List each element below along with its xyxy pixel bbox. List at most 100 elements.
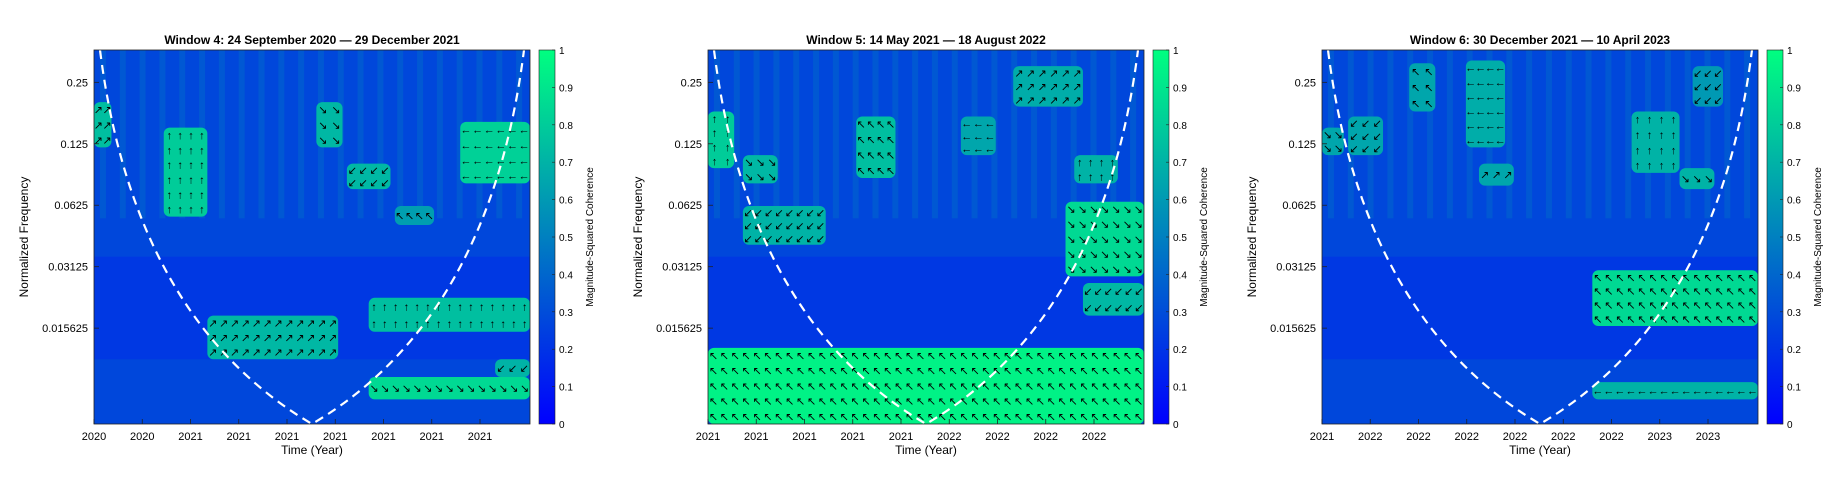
phase-arrow: ← <box>461 155 472 167</box>
x-tick-label: 2021 <box>420 431 444 443</box>
colorbar-label: Magnitude-Squared Coherence <box>1813 167 1824 307</box>
phase-arrow: ↖ <box>1424 66 1433 78</box>
phase-arrow: ↖ <box>774 411 783 423</box>
phase-arrow: ↖ <box>774 351 783 363</box>
phase-arrow: ↙ <box>1361 144 1370 156</box>
phase-arrow: ↖ <box>1682 314 1691 326</box>
phase-arrow: ↖ <box>405 210 414 222</box>
phase-arrow: ↗ <box>263 332 272 344</box>
phase-arrow: ← <box>1475 63 1486 75</box>
phase-arrow: ↘ <box>1100 264 1109 276</box>
phase-arrow: ↑ <box>199 160 205 172</box>
phase-arrow: ↖ <box>1101 396 1110 408</box>
phase-arrow: ↑ <box>393 301 399 313</box>
colorbar-tick-label: 0.1 <box>559 383 573 394</box>
phase-arrow: ↖ <box>709 351 718 363</box>
phase-arrow: ↖ <box>872 366 881 378</box>
phase-arrow: ↙ <box>743 207 752 219</box>
phase-arrow: ↖ <box>1637 272 1646 284</box>
high-coherence-region <box>856 116 896 178</box>
phase-arrow: ↖ <box>1626 300 1635 312</box>
phase-arrow: ↖ <box>851 351 860 363</box>
phase-arrow: ↖ <box>1014 396 1023 408</box>
y-axis-label: Normalized Frequency <box>1245 177 1259 298</box>
phase-arrow: ↙ <box>359 165 368 177</box>
phase-arrow: ↘ <box>369 383 378 395</box>
phase-arrow: ↖ <box>752 351 761 363</box>
phase-arrow: ↑ <box>1635 114 1641 126</box>
phase-arrow: ↖ <box>1014 351 1023 363</box>
phase-arrow: ↙ <box>806 233 815 245</box>
coherence-streak <box>417 50 424 219</box>
phase-arrow: ← <box>1475 92 1486 104</box>
phase-arrow: ↖ <box>720 366 729 378</box>
phase-arrow: ↗ <box>94 105 103 117</box>
phase-arrow: ← <box>973 144 984 156</box>
phase-arrow: ↗ <box>317 332 326 344</box>
phase-arrow: ↖ <box>807 366 816 378</box>
y-tick-label: 0.125 <box>1288 139 1316 151</box>
coherence-streak <box>1724 50 1731 219</box>
phase-arrow: ↖ <box>752 366 761 378</box>
phase-arrow: ↖ <box>861 381 870 393</box>
phase-arrow: ↑ <box>1647 160 1653 172</box>
phase-arrow: ↖ <box>807 351 816 363</box>
phase-arrow: ← <box>1495 92 1506 104</box>
phase-arrow: ↗ <box>1073 68 1082 80</box>
phase-arrow: ↘ <box>1134 204 1143 216</box>
phase-arrow: ↗ <box>1014 95 1023 107</box>
phase-arrow: ↖ <box>1069 396 1078 408</box>
chart-title: Window 4: 24 September 2020 — 29 Decembe… <box>164 33 460 47</box>
phase-arrow: ↖ <box>1615 314 1624 326</box>
phase-arrow: ↗ <box>1014 68 1023 80</box>
phase-arrow: ↖ <box>992 396 1001 408</box>
coherence-streak <box>852 50 859 219</box>
phase-arrow: ↖ <box>960 351 969 363</box>
phase-arrow: ↖ <box>916 411 925 423</box>
phase-arrow: ↖ <box>1025 381 1034 393</box>
phase-arrow: ↘ <box>1111 219 1120 231</box>
phase-arrow: ↘ <box>1111 234 1120 246</box>
phase-arrow: ↖ <box>1693 314 1702 326</box>
phase-arrow: ← <box>1465 135 1476 147</box>
coherence-streak <box>1090 50 1097 219</box>
chart-title: Window 5: 14 May 2021 — 18 August 2022 <box>806 33 1046 47</box>
phase-arrow: ↙ <box>1693 95 1702 107</box>
coherence-streak <box>951 50 958 219</box>
phase-arrow: ↗ <box>230 318 239 330</box>
phase-arrow: ↖ <box>866 150 875 162</box>
phase-arrow: ↖ <box>1726 314 1735 326</box>
x-tick-label: 2021 <box>178 431 202 443</box>
phase-arrow: ↑ <box>479 318 485 330</box>
phase-arrow: ↙ <box>380 165 389 177</box>
phase-arrow: ↖ <box>1648 314 1657 326</box>
phase-arrow: ↖ <box>960 411 969 423</box>
phase-arrow: ↑ <box>166 145 172 157</box>
phase-arrow: ↖ <box>1047 366 1056 378</box>
coherence-streak <box>813 50 820 219</box>
phase-arrow: ← <box>961 118 972 130</box>
phase-arrow: ↖ <box>1637 286 1646 298</box>
phase-arrow: ↖ <box>796 351 805 363</box>
phase-arrow: ↖ <box>1737 300 1746 312</box>
colorbar-tick-label: 0.7 <box>1173 158 1187 169</box>
phase-arrow: ↖ <box>1036 366 1045 378</box>
phase-arrow: ↖ <box>916 396 925 408</box>
phase-arrow: ↑ <box>725 114 731 126</box>
phase-arrow: ↖ <box>894 351 903 363</box>
phase-arrow: ↙ <box>496 363 505 375</box>
coherence-streak <box>357 50 364 219</box>
x-tick-label: 2021 <box>371 431 395 443</box>
phase-arrow: ↖ <box>1003 366 1012 378</box>
coherence-streak <box>1070 50 1077 219</box>
phase-arrow: ↗ <box>1049 95 1058 107</box>
coherence-panel-4: ↗↗↗↗↗↗ ↑↑↑↑↑↑↑↑↑↑↑↑↑↑↑↑↑↑↑↑↑↑↑↑↘↘↘↘↘↘↙↙↙↙… <box>17 33 596 457</box>
phase-arrow: ↖ <box>1715 314 1724 326</box>
phase-arrow: ↑ <box>1635 160 1641 172</box>
phase-arrow: ↖ <box>1693 300 1702 312</box>
phase-arrow: ↖ <box>857 165 866 177</box>
phase-arrow: ← <box>1475 121 1486 133</box>
colorbar-tick-label: 0 <box>559 420 565 431</box>
phase-arrow: ← <box>1495 77 1506 89</box>
phase-arrow: ↙ <box>1083 302 1092 314</box>
